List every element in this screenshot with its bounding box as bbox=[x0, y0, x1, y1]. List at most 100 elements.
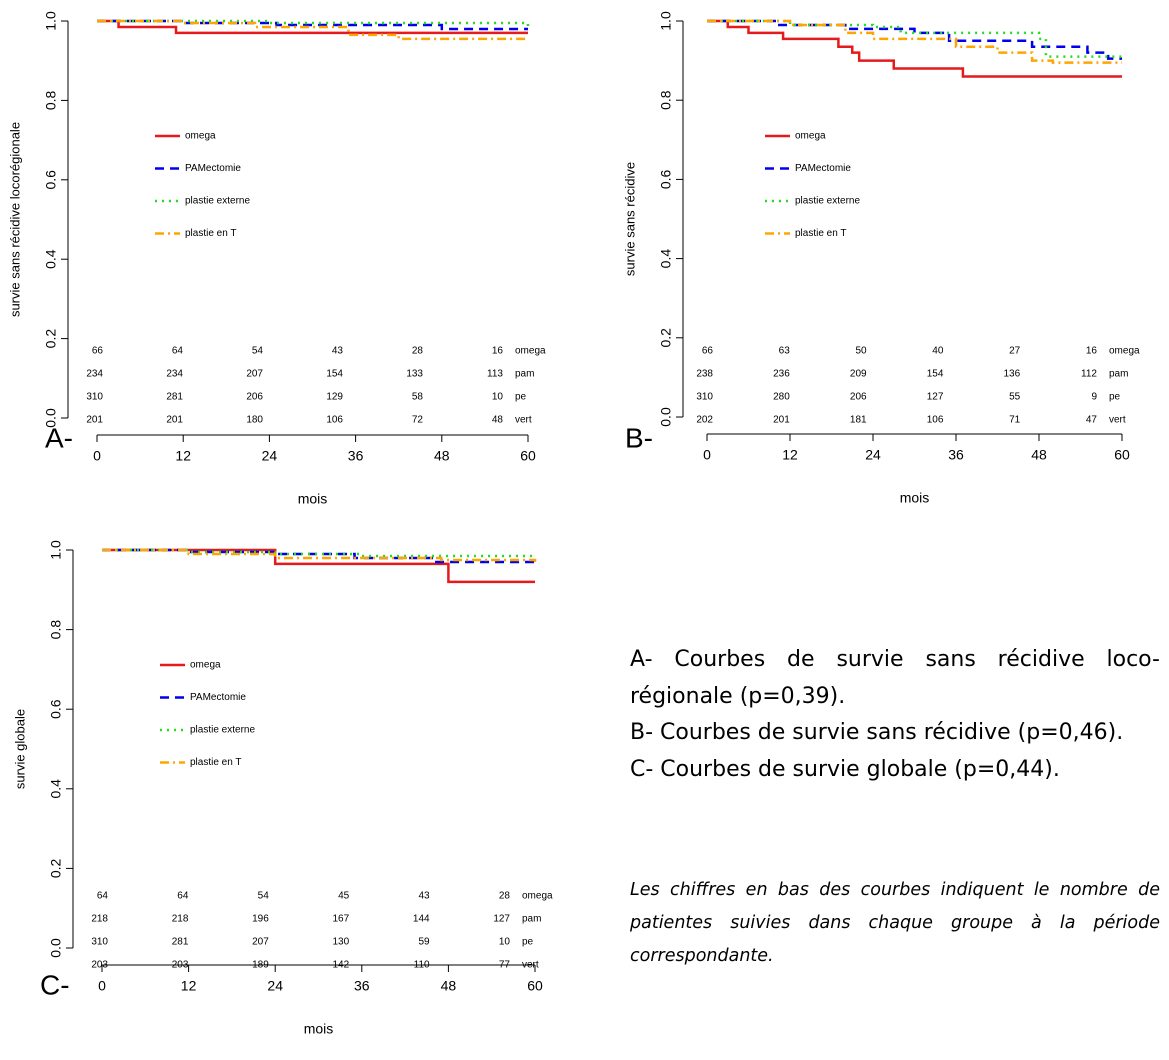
y-axis-title: survie sans récidive locorégionale bbox=[7, 122, 22, 317]
risk-count: 207 bbox=[246, 369, 263, 380]
survival-curve bbox=[707, 19, 1122, 58]
risk-count: 133 bbox=[406, 369, 423, 380]
legend-label: plastie externe bbox=[795, 196, 860, 207]
risk-count: 218 bbox=[172, 914, 189, 925]
risk-group: pe bbox=[515, 392, 527, 403]
legend-label: omega bbox=[190, 660, 221, 671]
risk-count: 207 bbox=[252, 937, 269, 948]
risk-count: 144 bbox=[413, 914, 430, 925]
risk-count: 66 bbox=[702, 346, 714, 357]
risk-count: 127 bbox=[493, 914, 510, 925]
risk-group: vert bbox=[515, 415, 532, 426]
x-axis-title: mois bbox=[900, 490, 930, 506]
risk-count: 9 bbox=[1091, 392, 1097, 403]
x-tick-label: 48 bbox=[434, 448, 450, 464]
y-tick-label: 0.8 bbox=[43, 90, 59, 110]
x-tick-label: 48 bbox=[441, 978, 457, 994]
risk-count: 71 bbox=[1009, 415, 1021, 426]
risk-group: pam bbox=[515, 369, 534, 380]
y-axis-title: survie globale bbox=[12, 709, 27, 789]
risk-count: 48 bbox=[492, 415, 504, 426]
risk-count: 113 bbox=[487, 369, 503, 380]
risk-count: 209 bbox=[850, 369, 867, 380]
panel-label: C- bbox=[40, 969, 70, 1000]
risk-count: 201 bbox=[773, 415, 790, 426]
risk-count: 202 bbox=[696, 415, 713, 426]
y-tick-label: 0.4 bbox=[48, 779, 64, 799]
legend-label: PAMectomie bbox=[795, 163, 851, 174]
y-tick-label: 0.6 bbox=[658, 169, 674, 189]
legend-label: plastie en T bbox=[185, 228, 237, 239]
panel-label: A- bbox=[45, 422, 73, 453]
y-tick-label: 0.0 bbox=[48, 938, 64, 958]
panel-label: B- bbox=[625, 422, 653, 453]
y-axis-title: survie sans récidive bbox=[622, 162, 637, 276]
risk-count: 203 bbox=[91, 960, 108, 971]
risk-count: 50 bbox=[855, 346, 867, 357]
risk-count: 106 bbox=[326, 415, 343, 426]
risk-count: 154 bbox=[326, 369, 343, 380]
risk-count: 10 bbox=[499, 937, 511, 948]
risk-count: 110 bbox=[414, 960, 430, 971]
risk-count: 130 bbox=[333, 937, 350, 948]
risk-count: 28 bbox=[412, 346, 424, 357]
risk-group: pe bbox=[1109, 392, 1121, 403]
risk-count: 54 bbox=[258, 891, 270, 902]
survival-curve bbox=[97, 19, 528, 41]
risk-count: 28 bbox=[499, 891, 511, 902]
risk-count: 106 bbox=[927, 415, 944, 426]
risk-count: 281 bbox=[172, 937, 189, 948]
risk-count: 27 bbox=[1009, 346, 1021, 357]
y-tick-label: 0.4 bbox=[658, 249, 674, 269]
x-tick-label: 36 bbox=[348, 448, 364, 464]
risk-count: 189 bbox=[252, 960, 269, 971]
risk-count: 234 bbox=[166, 369, 183, 380]
x-tick-label: 24 bbox=[267, 978, 283, 994]
risk-count: 310 bbox=[86, 392, 103, 403]
risk-count: 16 bbox=[492, 346, 504, 357]
risk-count: 64 bbox=[172, 346, 184, 357]
risk-count: 72 bbox=[412, 415, 424, 426]
x-axis-title: mois bbox=[298, 491, 328, 507]
risk-count: 167 bbox=[333, 914, 350, 925]
survival-curve bbox=[102, 548, 537, 564]
caption-line: C- Courbes de survie globale (p=0,44). bbox=[630, 756, 1060, 782]
risk-count: 45 bbox=[338, 891, 350, 902]
risk-count: 206 bbox=[246, 392, 263, 403]
x-tick-label: 12 bbox=[175, 448, 191, 464]
legend-label: plastie en T bbox=[795, 228, 847, 239]
risk-count: 181 bbox=[850, 415, 867, 426]
risk-count: 281 bbox=[166, 392, 183, 403]
caption-line: B- Courbes de survie sans récidive (p=0,… bbox=[630, 720, 1124, 745]
risk-count: 201 bbox=[166, 415, 183, 426]
x-tick-label: 48 bbox=[1031, 447, 1047, 463]
risk-count: 236 bbox=[773, 369, 790, 380]
y-tick-label: 1.0 bbox=[658, 11, 674, 31]
legend-label: omega bbox=[795, 131, 826, 142]
risk-count: 129 bbox=[326, 392, 343, 403]
y-tick-label: 0.4 bbox=[43, 249, 59, 269]
risk-group: vert bbox=[522, 960, 539, 971]
x-tick-label: 0 bbox=[98, 978, 106, 994]
risk-count: 280 bbox=[773, 392, 790, 403]
x-tick-label: 36 bbox=[948, 447, 964, 463]
risk-count: 142 bbox=[333, 960, 350, 971]
risk-count: 154 bbox=[927, 369, 944, 380]
y-tick-label: 0.2 bbox=[43, 329, 59, 349]
risk-group: pam bbox=[522, 914, 541, 925]
risk-group: omega bbox=[522, 891, 553, 902]
risk-count: 43 bbox=[418, 891, 430, 902]
risk-count: 310 bbox=[91, 937, 108, 948]
risk-count: 59 bbox=[418, 937, 430, 948]
survival-curve bbox=[97, 19, 530, 29]
risk-count: 40 bbox=[932, 346, 944, 357]
y-tick-label: 0.6 bbox=[43, 170, 59, 190]
risk-count: 238 bbox=[696, 369, 713, 380]
risk-count: 10 bbox=[492, 392, 504, 403]
y-tick-label: 1.0 bbox=[43, 11, 59, 31]
risk-count: 136 bbox=[1004, 369, 1021, 380]
risk-count: 58 bbox=[412, 392, 424, 403]
risk-count: 234 bbox=[86, 369, 103, 380]
survival-curve bbox=[707, 19, 1122, 64]
risk-count: 196 bbox=[252, 914, 269, 925]
